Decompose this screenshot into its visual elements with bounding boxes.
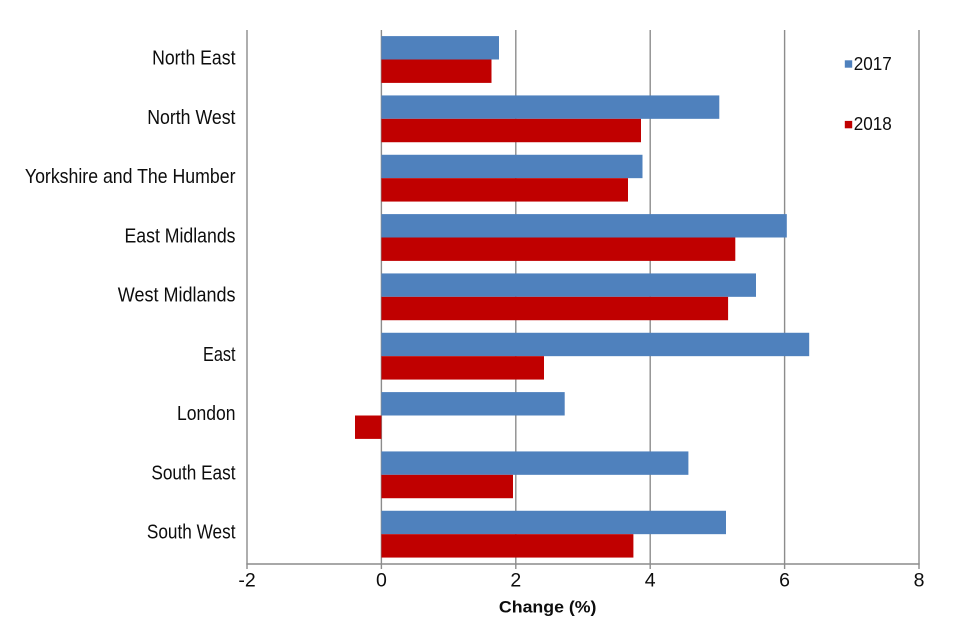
svg-text:2017: 2017 [854, 53, 892, 74]
svg-text:4: 4 [645, 569, 656, 591]
svg-text:0: 0 [376, 569, 387, 591]
svg-text:North East: North East [152, 47, 236, 70]
svg-text:Change (%): Change (%) [499, 598, 597, 617]
svg-text:2018: 2018 [854, 113, 892, 134]
svg-text:-2: -2 [238, 569, 255, 591]
svg-text:Yorkshire and The Humber: Yorkshire and The Humber [25, 165, 236, 188]
svg-text:8: 8 [914, 569, 925, 591]
svg-text:North West: North West [147, 106, 236, 129]
svg-text:2: 2 [510, 569, 521, 591]
svg-text:East Midlands: East Midlands [125, 224, 236, 247]
svg-text:East: East [203, 343, 236, 366]
svg-text:South West: South West [147, 521, 236, 544]
svg-text:West Midlands: West Midlands [118, 284, 236, 307]
svg-text:South East: South East [151, 462, 235, 485]
svg-text:London: London [177, 402, 236, 425]
svg-text:6: 6 [779, 569, 790, 591]
